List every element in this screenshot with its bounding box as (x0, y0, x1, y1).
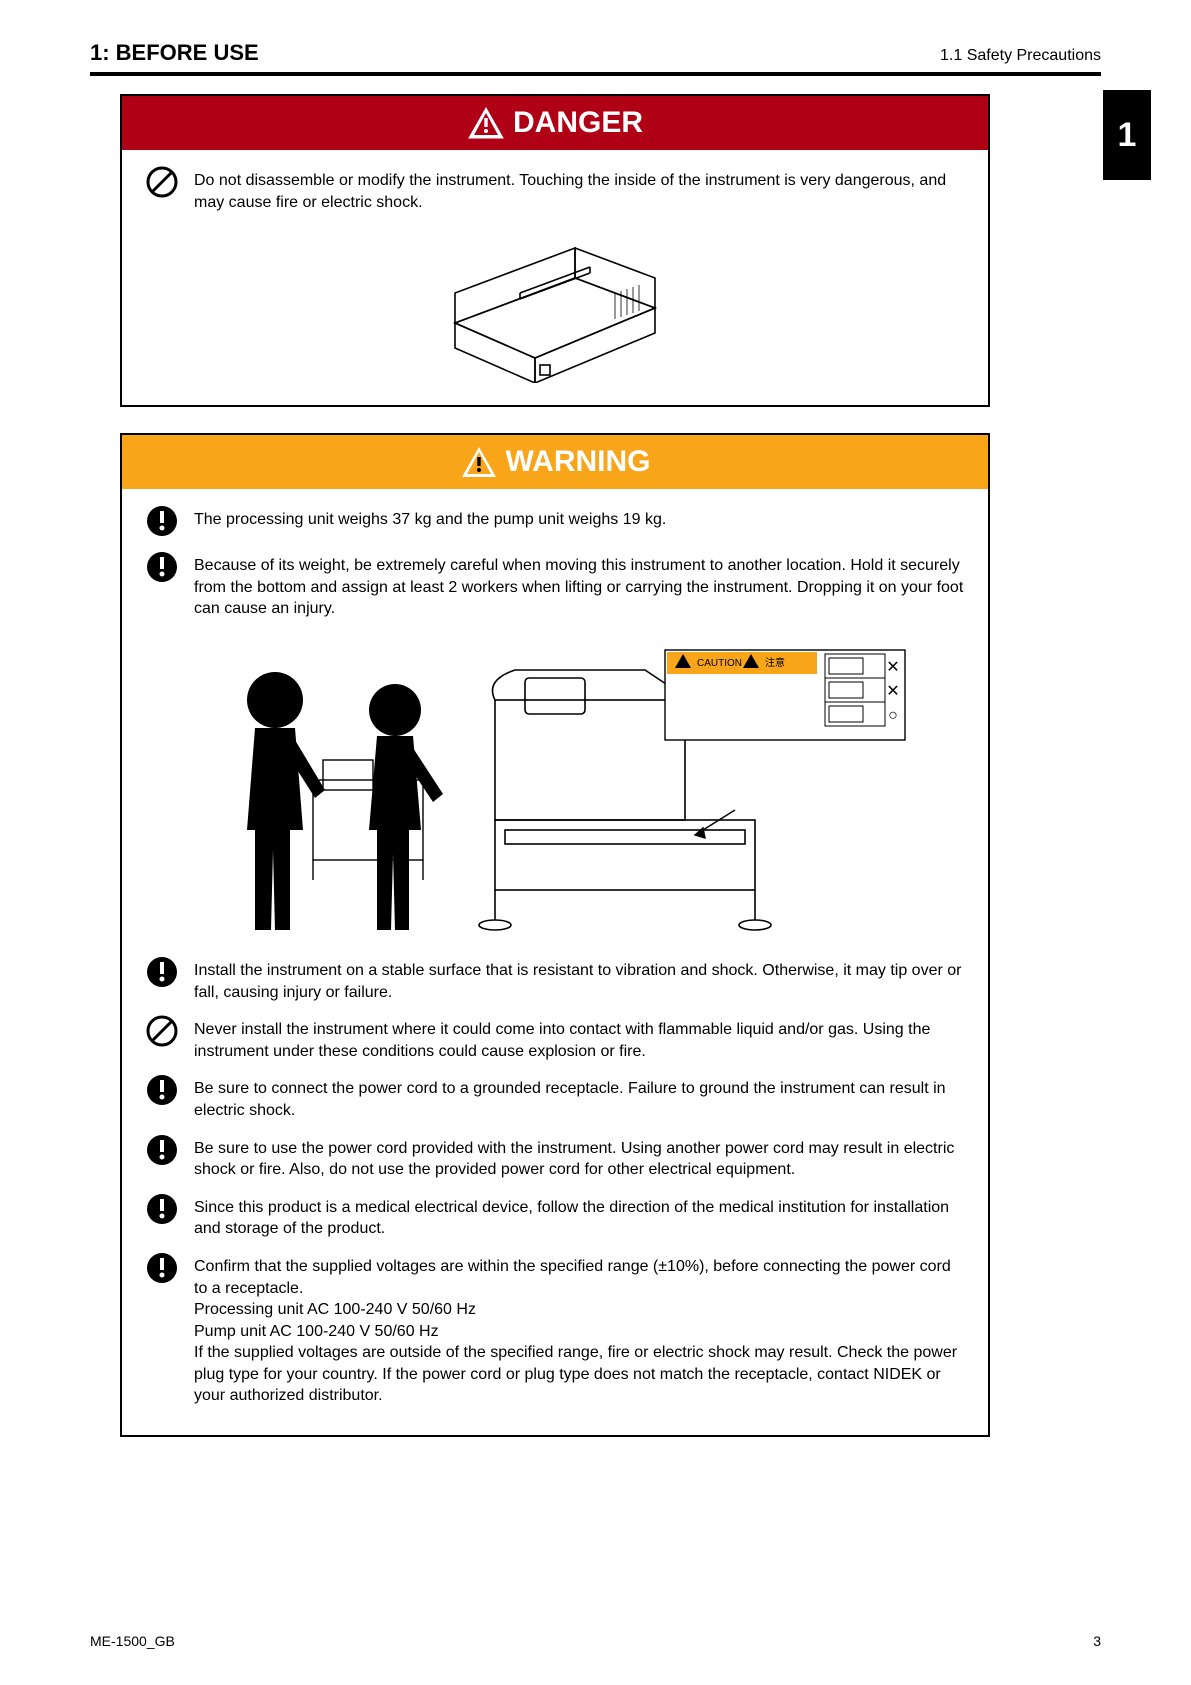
page-footer: ME-1500_GB 3 (90, 1633, 1101, 1649)
section-title: 1.1 Safety Precautions (940, 47, 1101, 65)
svg-text:✕: ✕ (886, 659, 899, 676)
warning-panel: WARNING The processing unit weighs 37 kg… (120, 433, 990, 1437)
tab-number: 1 (1118, 116, 1137, 155)
prohibit-icon (144, 164, 180, 200)
warning-item: Confirm that the supplied voltages are w… (144, 1250, 966, 1407)
warning-item: Never install the instrument where it co… (144, 1013, 966, 1062)
warning-item: The processing unit weighs 37 kg and the… (144, 503, 966, 539)
warning-body: The processing unit weighs 37 kg and the… (122, 489, 988, 1435)
warning-text-6: Since this product is a medical electric… (194, 1191, 966, 1240)
warning-triangle-icon (460, 445, 498, 479)
device-illustration (144, 223, 966, 383)
footer-left: ME-1500_GB (90, 1633, 175, 1649)
lifting-illustration: CAUTION 注意 (144, 630, 966, 940)
mandatory-icon (144, 549, 180, 585)
mandatory-icon (144, 1250, 180, 1286)
warning-text-4: Be sure to connect the power cord to a g… (194, 1072, 966, 1121)
footer-right: 3 (1093, 1633, 1101, 1649)
prohibit-icon (144, 1013, 180, 1049)
danger-item: Do not disassemble or modify the instrum… (144, 164, 966, 213)
svg-text:注意: 注意 (765, 656, 785, 669)
warning-item: Install the instrument on a stable surfa… (144, 954, 966, 1003)
warning-text-5: Be sure to use the power cord provided w… (194, 1132, 966, 1181)
warning-text-1: Because of its weight, be extremely care… (194, 549, 966, 620)
warning-text-2: Install the instrument on a stable surfa… (194, 954, 966, 1003)
danger-header: DANGER (122, 96, 988, 150)
chapter-tab: 1 (1103, 90, 1151, 180)
warning-text-0: The processing unit weighs 37 kg and the… (194, 503, 966, 531)
warning-item: Be sure to use the power cord provided w… (144, 1132, 966, 1181)
danger-panel: DANGER Do not disassemble or modify the … (120, 94, 990, 407)
warning-item: Since this product is a medical electric… (144, 1191, 966, 1240)
warning-triangle-icon (467, 106, 505, 140)
warning-item: Because of its weight, be extremely care… (144, 549, 966, 620)
svg-text:○: ○ (888, 707, 898, 724)
page: 1 1: BEFORE USE 1.1 Safety Precautions D… (0, 0, 1191, 1685)
chapter-heading: 1: BEFORE USE 1.1 Safety Precautions (90, 40, 1101, 76)
svg-text:✕: ✕ (886, 683, 899, 700)
danger-text-0: Do not disassemble or modify the instrum… (194, 164, 966, 213)
mandatory-icon (144, 503, 180, 539)
mandatory-icon (144, 1072, 180, 1108)
mandatory-icon (144, 954, 180, 990)
mandatory-icon (144, 1132, 180, 1168)
mandatory-icon (144, 1191, 180, 1227)
warning-header: WARNING (122, 435, 988, 489)
warning-label: WARNING (506, 445, 651, 479)
warning-text-7: Confirm that the supplied voltages are w… (194, 1250, 966, 1407)
warning-text-3: Never install the instrument where it co… (194, 1013, 966, 1062)
danger-body: Do not disassemble or modify the instrum… (122, 150, 988, 405)
chapter-title: 1: BEFORE USE (90, 40, 259, 66)
svg-text:CAUTION: CAUTION (697, 658, 742, 669)
warning-item: Be sure to connect the power cord to a g… (144, 1072, 966, 1121)
danger-label: DANGER (513, 106, 643, 140)
